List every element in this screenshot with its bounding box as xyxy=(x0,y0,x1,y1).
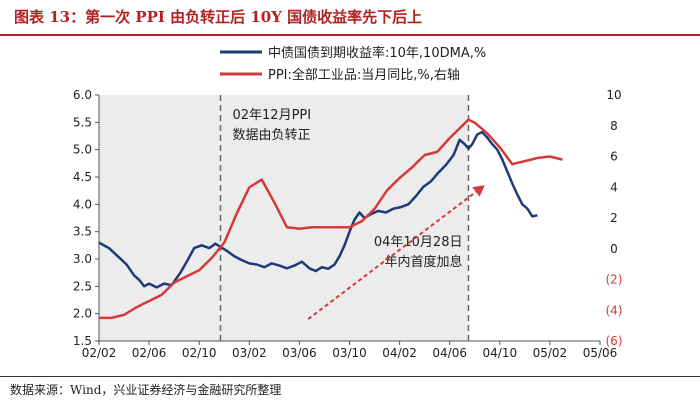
x-axis-tick-label: 04/02 xyxy=(382,346,417,360)
legend-label-ppi: PPI:全部工业品:当月同比,%,右轴 xyxy=(268,67,460,83)
left-axis-tick-label: 6.0 xyxy=(73,88,92,102)
bond-yield-line xyxy=(98,130,538,289)
title-bar: 图表 13：第一次 PPI 由负转正后 10Y 国债收益率先下后上 xyxy=(0,0,700,36)
event-label-ppi-line2: 数据由负转正 xyxy=(232,128,310,143)
left-axis-tick-label: 4.0 xyxy=(73,197,92,211)
x-axis-tick-label: 04/10 xyxy=(483,346,518,360)
event-label-hike-line2: 年内首度加息 xyxy=(384,254,462,270)
trend-arrow-head xyxy=(472,185,485,197)
chart: 1.5 2.0 2.5 3.0 3.5 4.0 4.5 5.0 5.5 6.0 10 8 6 4 2 0 (2)… xyxy=(73,45,623,360)
right-axis-tick-label: 6 xyxy=(610,150,618,164)
x-axis-tick-label: 02/10 xyxy=(182,346,217,360)
left-axis-tick-label: 2.5 xyxy=(73,279,92,293)
left-axis-tick-label: 1.5 xyxy=(73,334,92,348)
legend-label-bond: 中债国债到期收益率:10年,10DMA,% xyxy=(268,45,486,61)
right-axis-tick-label: (4) xyxy=(606,303,623,317)
x-axis-tick-label: 05/06 xyxy=(583,346,618,360)
trend-arrow-line xyxy=(307,191,477,320)
right-axis-tick-label: (2) xyxy=(606,273,623,287)
right-axis-tick-label: 4 xyxy=(610,180,618,194)
x-axis-tick-label: 03/02 xyxy=(232,346,267,360)
footer-divider xyxy=(0,376,700,377)
right-axis-tick-label: (6) xyxy=(606,334,623,348)
left-axis-tick-label: 5.0 xyxy=(73,143,92,157)
right-axis-tick-label: 2 xyxy=(610,211,618,225)
x-axis-tick-label: 02/02 xyxy=(82,346,117,360)
shaded-region xyxy=(99,95,469,341)
left-axis-tick-label: 4.5 xyxy=(73,170,92,184)
x-axis-tick-label: 02/06 xyxy=(132,346,167,360)
event-label-hike-line1: 04年10月28日 xyxy=(374,235,463,250)
plot-area: 1.5 2.0 2.5 3.0 3.5 4.0 4.5 5.0 5.5 6.0 10 8 6 4 2 0 (2)… xyxy=(73,45,623,360)
right-axis-tick-label: 8 xyxy=(610,119,618,133)
right-axis-tick-label: 10 xyxy=(606,88,621,102)
x-axis-tick-label: 05/02 xyxy=(533,346,568,360)
left-axis-tick-label: 3.5 xyxy=(73,225,92,239)
left-axis-tick-label: 3.0 xyxy=(73,252,92,266)
x-axis-tick-label: 03/06 xyxy=(282,346,317,360)
event-label-ppi-line1: 02年12月PPI xyxy=(232,108,311,123)
source-note: 数据来源：Wind，兴业证券经济与金融研究所整理 xyxy=(10,383,282,397)
ppi-line xyxy=(99,118,563,320)
x-axis-tick-label: 04/06 xyxy=(432,346,467,360)
left-axis-tick-label: 5.5 xyxy=(73,115,92,129)
left-axis-tick-label: 2.0 xyxy=(73,307,92,321)
page-title: 图表 13：第一次 PPI 由负转正后 10Y 国债收益率先下后上 xyxy=(14,8,423,26)
right-axis-tick-label: 0 xyxy=(610,242,618,256)
x-axis-tick-label: 03/10 xyxy=(332,346,367,360)
